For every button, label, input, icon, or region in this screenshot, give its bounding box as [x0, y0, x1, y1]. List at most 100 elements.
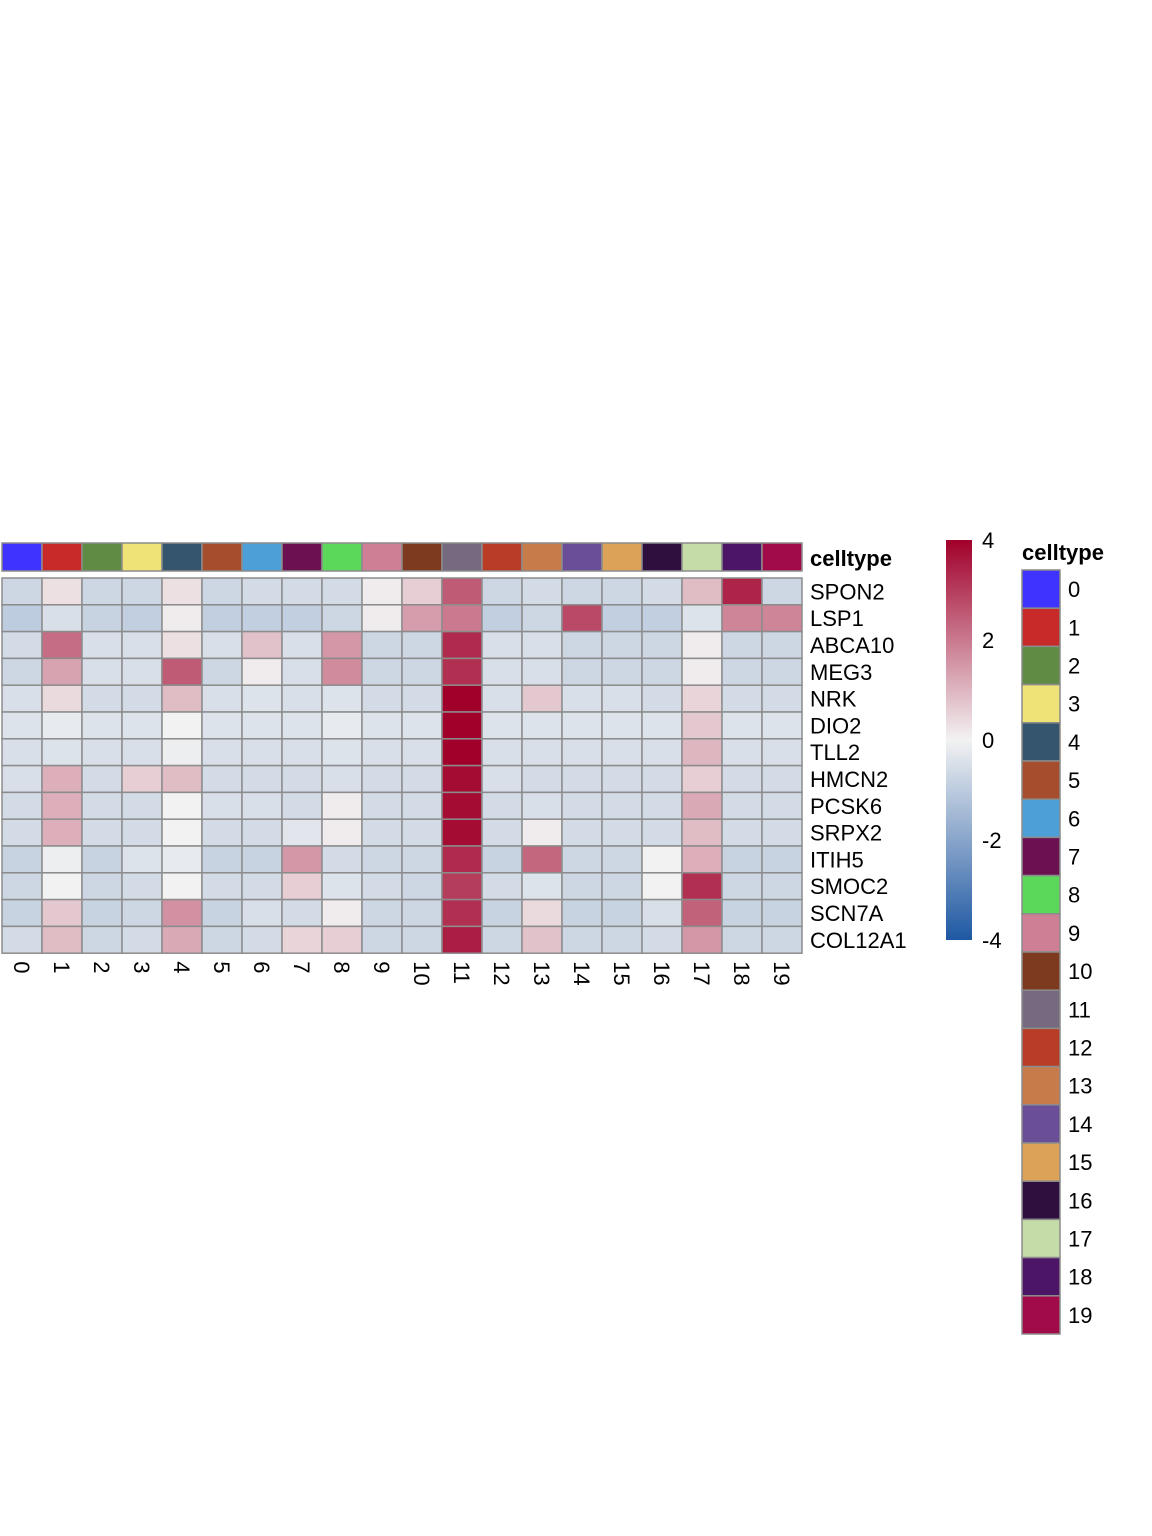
legend-swatch-5 — [1021, 760, 1061, 800]
cell-NRK-4 — [161, 684, 203, 713]
legend-label: 9 — [1068, 921, 1080, 946]
annotation-cell-1 — [41, 542, 83, 572]
cell-ITIH5-9 — [361, 845, 403, 874]
legend-label: 3 — [1068, 692, 1080, 717]
cell-SPON2-7 — [281, 577, 323, 606]
row-label: HMCN2 — [810, 767, 888, 792]
cell-ABCA10-3 — [121, 630, 163, 660]
cell-LSP1-2 — [81, 604, 123, 633]
cell-MEG3-1 — [41, 657, 83, 686]
cell-PCSK6-6 — [241, 791, 283, 820]
cell-DIO2-0 — [1, 711, 43, 740]
cell-ITIH5-10 — [401, 845, 443, 874]
cell-TLL2-18 — [721, 738, 763, 767]
row-label: LSP1 — [810, 606, 864, 631]
cell-DIO2-3 — [121, 711, 163, 740]
cell-HMCN2-8 — [321, 764, 363, 794]
cell-LSP1-0 — [1, 604, 43, 633]
cell-PCSK6-12 — [481, 791, 523, 820]
cell-LSP1-7 — [281, 604, 323, 633]
cell-SCN7A-9 — [361, 898, 403, 928]
cell-COL12A1-0 — [1, 925, 43, 954]
colorbar-tick-label: 2 — [982, 628, 994, 653]
cell-COL12A1-7 — [281, 925, 323, 954]
cell-ITIH5-7 — [281, 845, 323, 874]
legend-swatch-11 — [1021, 989, 1061, 1030]
cell-NRK-7 — [281, 684, 323, 713]
cell-ABCA10-18 — [721, 630, 763, 660]
annotation-cell-6 — [241, 542, 283, 572]
annotation-cell-2 — [81, 542, 123, 572]
cell-ABCA10-17 — [681, 630, 723, 660]
cell-SPON2-14 — [561, 577, 603, 606]
cell-TLL2-13 — [521, 738, 563, 767]
cell-NRK-12 — [481, 684, 523, 713]
cell-SPON2-8 — [321, 577, 363, 606]
cell-SPON2-3 — [121, 577, 163, 606]
cell-SPON2-0 — [1, 577, 43, 606]
cell-COL12A1-1 — [41, 925, 83, 954]
cell-PCSK6-0 — [1, 791, 43, 820]
cell-ABCA10-2 — [81, 630, 123, 660]
cell-ITIH5-3 — [121, 845, 163, 874]
annotation-cell-4 — [161, 542, 203, 572]
cell-TLL2-0 — [1, 738, 43, 767]
cell-SCN7A-7 — [281, 898, 323, 928]
legend-swatch-18 — [1021, 1256, 1061, 1297]
legend-swatch-6 — [1021, 798, 1061, 839]
cell-SCN7A-3 — [121, 898, 163, 928]
legend-label: 12 — [1068, 1036, 1092, 1061]
cell-SCN7A-16 — [641, 898, 683, 928]
cell-SRPX2-13 — [521, 818, 563, 847]
cell-PCSK6-1 — [41, 791, 83, 820]
legend-label: 18 — [1068, 1265, 1092, 1290]
cell-ABCA10-6 — [241, 630, 283, 660]
cell-LSP1-14 — [561, 604, 603, 633]
cell-SCN7A-8 — [321, 898, 363, 928]
cell-DIO2-6 — [241, 711, 283, 740]
cell-PCSK6-14 — [561, 791, 603, 820]
cell-SPON2-2 — [81, 577, 123, 606]
cell-SMOC2-2 — [81, 872, 123, 901]
cell-NRK-14 — [561, 684, 603, 713]
cell-SRPX2-4 — [161, 818, 203, 847]
cell-LSP1-8 — [321, 604, 363, 633]
cell-PCSK6-4 — [161, 791, 203, 820]
cell-ITIH5-0 — [1, 845, 43, 874]
cell-LSP1-5 — [201, 604, 243, 633]
column-label: 7 — [289, 961, 314, 973]
legend-swatch-15 — [1021, 1142, 1061, 1182]
cell-DIO2-14 — [561, 711, 603, 740]
cell-TLL2-10 — [401, 738, 443, 767]
cell-SMOC2-13 — [521, 872, 563, 901]
annotation-cell-9 — [361, 542, 403, 572]
annotation-bar-title: celltype — [810, 546, 892, 571]
row-label: SPON2 — [810, 579, 885, 604]
cell-ABCA10-15 — [601, 630, 643, 660]
cell-ABCA10-11 — [441, 630, 483, 660]
cell-SRPX2-10 — [401, 818, 443, 847]
cell-COL12A1-14 — [561, 925, 603, 954]
cell-SMOC2-16 — [641, 872, 683, 901]
cell-NRK-11 — [441, 684, 483, 713]
cell-PCSK6-2 — [81, 791, 123, 820]
cell-LSP1-9 — [361, 604, 403, 633]
cell-NRK-1 — [41, 684, 83, 713]
legend-swatch-3 — [1021, 683, 1061, 724]
legend-swatch-16 — [1021, 1180, 1061, 1221]
column-label: 19 — [769, 961, 794, 985]
cell-DIO2-2 — [81, 711, 123, 740]
cell-MEG3-2 — [81, 657, 123, 686]
cell-TLL2-11 — [441, 738, 483, 767]
cell-ABCA10-14 — [561, 630, 603, 660]
cell-LSP1-10 — [401, 604, 443, 633]
cell-SPON2-4 — [161, 577, 203, 606]
cell-SRPX2-1 — [41, 818, 83, 847]
cell-SRPX2-14 — [561, 818, 603, 847]
cell-SPON2-16 — [641, 577, 683, 606]
cell-SRPX2-3 — [121, 818, 163, 847]
cell-PCSK6-9 — [361, 791, 403, 820]
row-label: MEG3 — [810, 660, 872, 685]
row-label: SRPX2 — [810, 821, 882, 846]
